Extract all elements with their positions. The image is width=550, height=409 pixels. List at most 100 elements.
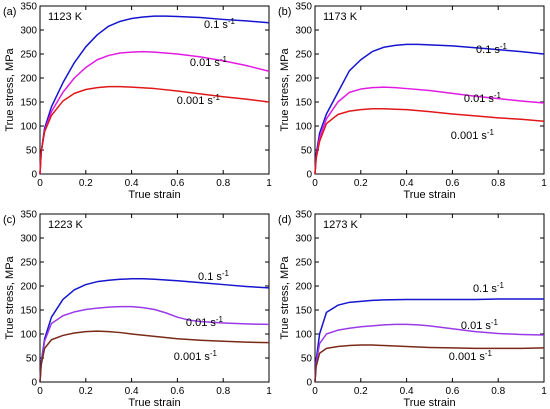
y-axis-label: True stress, MPa <box>4 47 16 131</box>
series-line-3 <box>39 85 270 175</box>
panel-label: (a) <box>3 6 16 18</box>
x-tick-label: 0.2 <box>79 386 93 397</box>
y-tick-label: 100 <box>295 122 312 133</box>
y-tick-label: 50 <box>301 146 313 157</box>
x-tick-label: 0.4 <box>400 386 414 397</box>
x-tick-label: 0 <box>37 386 43 397</box>
y-axis-label: True stress, MPa <box>279 255 291 339</box>
y-tick-label: 150 <box>20 98 37 109</box>
series-line-3 <box>314 344 545 383</box>
series-label-2: 0.01 s-1 <box>186 315 224 329</box>
x-tick-label: 0.8 <box>491 386 505 397</box>
x-tick-label: 1 <box>266 178 272 189</box>
y-tick-label: 150 <box>20 306 37 317</box>
x-axis-label: True strain <box>128 189 180 201</box>
series-line-3 <box>39 330 270 383</box>
temperature-annotation: 1273 K <box>323 219 359 231</box>
x-tick-label: 0 <box>312 178 318 189</box>
x-tick-label: 1 <box>541 178 547 189</box>
y-tick-label: 300 <box>20 234 37 245</box>
chart-panel-1: 0 0.2 0.4 0.6 0.8 1 0 50 100 150 200 250 300 350 True … <box>3 2 272 202</box>
y-tick-label: 350 <box>20 2 37 13</box>
chart-panel-4: 0 0.2 0.4 0.6 0.8 1 0 50 100 150 200 250 300 350 True … <box>278 210 547 409</box>
y-tick-label: 350 <box>295 2 312 13</box>
series-line-1 <box>39 15 270 175</box>
x-tick-label: 0 <box>312 386 318 397</box>
x-tick-label: 0.4 <box>125 178 139 189</box>
y-tick-label: 100 <box>20 330 37 341</box>
chart-panel-2: 0 0.2 0.4 0.6 0.8 1 0 50 100 150 200 250 300 350 True … <box>278 2 547 202</box>
y-tick-label: 150 <box>295 98 312 109</box>
plot-frame <box>39 5 270 175</box>
series-label-3: 0.001 s-1 <box>174 349 218 363</box>
panel-label: (c) <box>3 214 16 226</box>
x-tick-label: 0.4 <box>400 178 414 189</box>
y-tick-label: 50 <box>301 354 313 365</box>
y-tick-label: 0 <box>306 170 312 181</box>
x-tick-label: 0.2 <box>354 386 368 397</box>
x-axis-label: True strain <box>403 397 455 409</box>
plot-frame <box>39 213 270 383</box>
y-tick-label: 250 <box>295 50 312 61</box>
x-tick-label: 0.2 <box>79 178 93 189</box>
y-tick-label: 300 <box>295 26 312 37</box>
y-tick-label: 250 <box>20 258 37 269</box>
series-label-1: 0.1 s-1 <box>204 17 236 31</box>
series-label-2: 0.01 s-1 <box>190 55 228 69</box>
y-axis-label: True stress, MPa <box>4 255 16 339</box>
series-label-2: 0.01 s-1 <box>464 91 502 105</box>
y-tick-label: 0 <box>306 378 312 389</box>
series-label-3: 0.001 s-1 <box>449 349 493 363</box>
x-axis-label: True strain <box>403 189 455 201</box>
y-tick-label: 300 <box>295 234 312 245</box>
y-tick-label: 100 <box>20 122 37 133</box>
x-tick-label: 0.8 <box>216 178 230 189</box>
series-line-2 <box>39 50 270 175</box>
y-tick-label: 50 <box>26 146 38 157</box>
panel-label: (b) <box>278 6 291 18</box>
x-tick-label: 1 <box>541 386 547 397</box>
y-tick-label: 200 <box>20 74 37 85</box>
x-tick-label: 0.6 <box>170 178 184 189</box>
x-tick-label: 0.6 <box>445 386 459 397</box>
plot-frame <box>314 5 545 175</box>
series-line-1 <box>314 298 544 383</box>
x-tick-label: 0 <box>37 178 43 189</box>
x-tick-label: 1 <box>266 386 272 397</box>
y-tick-label: 50 <box>26 354 38 365</box>
series-label-1: 0.1 s-1 <box>476 42 508 56</box>
y-tick-label: 250 <box>20 50 37 61</box>
y-tick-label: 0 <box>31 378 37 389</box>
temperature-annotation: 1123 K <box>48 11 83 23</box>
x-axis-label: True strain <box>128 397 180 409</box>
x-tick-label: 0.8 <box>491 178 505 189</box>
temperature-annotation: 1173 K <box>323 11 358 23</box>
y-tick-label: 350 <box>295 210 312 221</box>
y-tick-label: 150 <box>295 306 312 317</box>
y-tick-label: 200 <box>20 282 37 293</box>
series-label-2: 0.01 s-1 <box>461 318 499 332</box>
series-line-2 <box>314 86 545 175</box>
y-tick-label: 250 <box>295 258 312 269</box>
x-tick-label: 0.6 <box>445 178 459 189</box>
y-tick-label: 0 <box>31 170 37 181</box>
panel-label: (d) <box>278 214 291 226</box>
y-tick-label: 200 <box>295 282 312 293</box>
x-tick-label: 0.2 <box>354 178 368 189</box>
series-line-3 <box>314 107 545 175</box>
series-label-3: 0.001 s-1 <box>451 128 495 142</box>
x-tick-label: 0.8 <box>216 386 230 397</box>
series-line-2 <box>39 305 270 383</box>
x-tick-label: 0.6 <box>170 386 184 397</box>
x-tick-label: 0.4 <box>125 386 139 397</box>
y-tick-label: 100 <box>295 330 312 341</box>
series-label-3: 0.001 s-1 <box>177 93 221 107</box>
chart-panel-3: 0 0.2 0.4 0.6 0.8 1 0 50 100 150 200 250 300 350 True … <box>3 210 272 409</box>
series-label-1: 0.1 s-1 <box>473 281 505 295</box>
y-tick-label: 300 <box>20 26 37 37</box>
y-tick-label: 200 <box>295 74 312 85</box>
series-line-1 <box>39 278 270 383</box>
series-line-1 <box>314 43 545 175</box>
plot-frame <box>314 213 545 383</box>
